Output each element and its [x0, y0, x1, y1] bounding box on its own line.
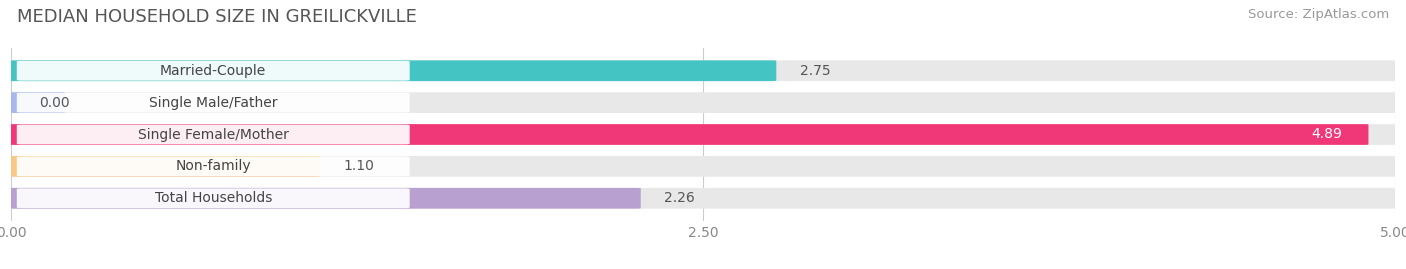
Text: MEDIAN HOUSEHOLD SIZE IN GREILICKVILLE: MEDIAN HOUSEHOLD SIZE IN GREILICKVILLE: [17, 8, 416, 26]
FancyBboxPatch shape: [7, 156, 319, 177]
FancyBboxPatch shape: [17, 125, 409, 144]
Text: Married-Couple: Married-Couple: [160, 64, 266, 78]
Text: 0.00: 0.00: [39, 95, 69, 110]
FancyBboxPatch shape: [17, 93, 409, 112]
FancyBboxPatch shape: [7, 156, 1399, 177]
FancyBboxPatch shape: [7, 92, 1399, 113]
Text: Non-family: Non-family: [176, 159, 252, 174]
Text: Single Male/Father: Single Male/Father: [149, 95, 277, 110]
FancyBboxPatch shape: [7, 92, 65, 113]
Text: 2.75: 2.75: [800, 64, 831, 78]
FancyBboxPatch shape: [7, 60, 1399, 81]
FancyBboxPatch shape: [7, 60, 776, 81]
Text: Single Female/Mother: Single Female/Mother: [138, 128, 288, 141]
FancyBboxPatch shape: [7, 124, 1368, 145]
FancyBboxPatch shape: [7, 124, 1399, 145]
FancyBboxPatch shape: [17, 157, 409, 176]
Text: 2.26: 2.26: [664, 191, 695, 205]
FancyBboxPatch shape: [17, 188, 409, 208]
FancyBboxPatch shape: [7, 188, 1399, 209]
FancyBboxPatch shape: [17, 61, 409, 81]
FancyBboxPatch shape: [7, 188, 641, 209]
Text: 4.89: 4.89: [1312, 128, 1343, 141]
Text: Total Households: Total Households: [155, 191, 271, 205]
Text: 1.10: 1.10: [343, 159, 374, 174]
Text: Source: ZipAtlas.com: Source: ZipAtlas.com: [1249, 8, 1389, 21]
